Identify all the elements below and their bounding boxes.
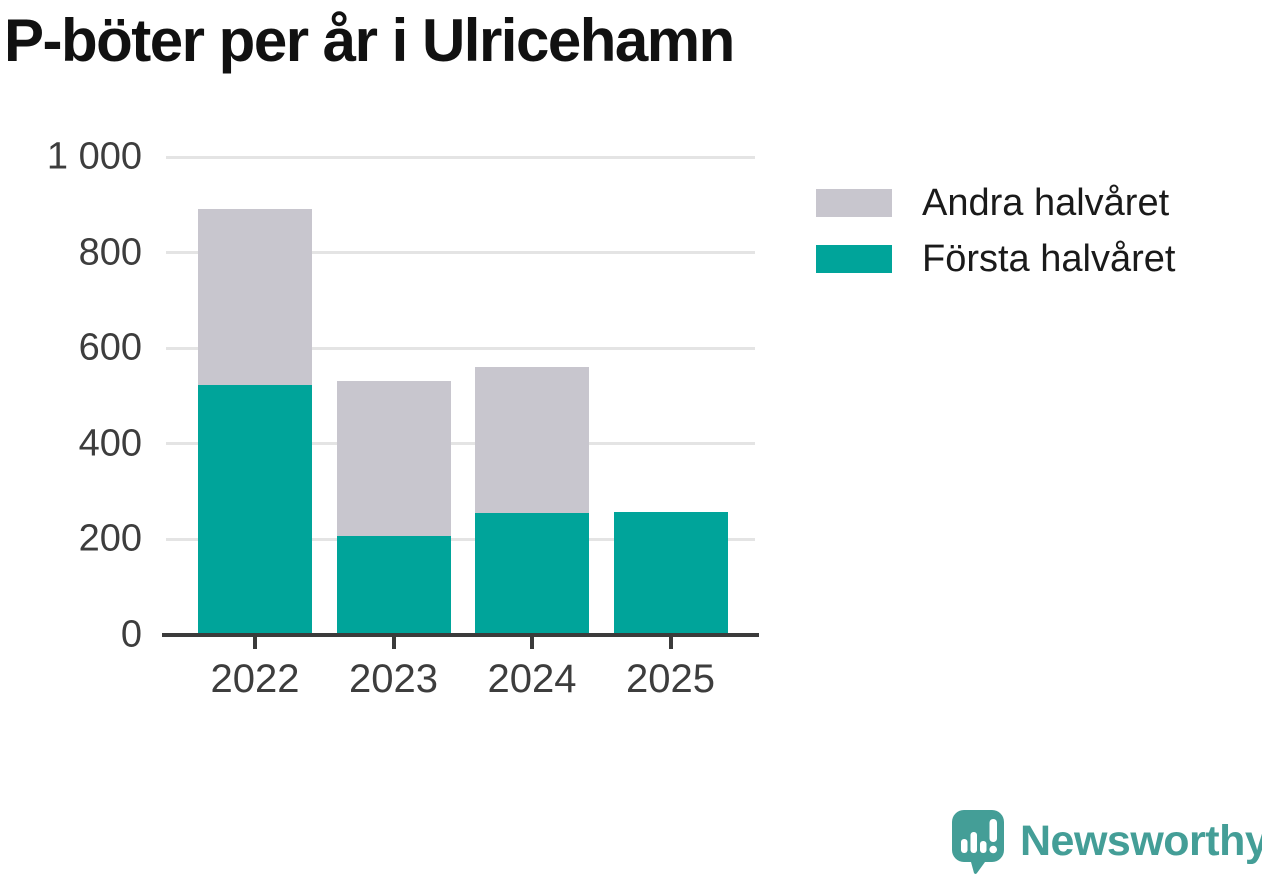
y-tick-label-600: 600 [78, 326, 142, 369]
y-tick-label-200: 200 [78, 517, 142, 560]
x-tick-2022 [253, 637, 257, 649]
legend-item-first-half: Första halvåret [816, 238, 1175, 280]
gridline-200 [166, 537, 755, 541]
newsworthy-logo-text: Newsworthy [1020, 816, 1262, 865]
legend-swatch [816, 189, 892, 217]
y-tick-label-1000: 1 000 [46, 135, 142, 178]
y-axis-labels: 0 200 400 600 800 1 000 [10, 136, 142, 656]
y-tick-label-0: 0 [120, 613, 142, 656]
y-tick-label-400: 400 [78, 422, 142, 465]
legend-label: Andra halvåret [922, 181, 1170, 224]
x-axis-labels: 2022 2023 2024 2025 [166, 657, 755, 707]
gridline-1000 [166, 155, 755, 159]
x-tick-label-2025: 2025 [626, 657, 715, 701]
legend: Andra halvåret Första halvåret [816, 182, 1175, 300]
newsworthy-logo-icon [950, 808, 1006, 874]
bar-2024-second-half [475, 367, 589, 514]
chart-title: P-böter per år i Ulricehamn [4, 7, 735, 74]
x-tick-2023 [391, 637, 396, 649]
bar-2025-first-half [613, 512, 728, 635]
x-axis-line [162, 633, 759, 637]
plot-area [162, 155, 759, 649]
bar-2023-second-half [336, 380, 451, 537]
bar-2022-second-half [198, 208, 312, 386]
newsworthy-logo: Newsworthy [950, 808, 1262, 874]
x-tick-2025 [668, 637, 673, 649]
x-tick-label-2024: 2024 [487, 657, 577, 701]
y-tick-label-800: 800 [78, 231, 142, 274]
x-tick-label-2022: 2022 [210, 657, 300, 701]
gridline-400 [166, 442, 755, 446]
bar-2022-first-half [198, 385, 312, 635]
legend-label: Första halvåret [922, 237, 1176, 280]
legend-swatch [816, 245, 892, 273]
gridline-800 [166, 251, 755, 255]
gridline-600 [166, 346, 755, 350]
legend-item-second-half: Andra halvåret [816, 182, 1175, 224]
x-tick-label-2023: 2023 [349, 657, 438, 701]
bar-2024-first-half [475, 513, 589, 635]
bar-2023-first-half [336, 536, 451, 635]
x-tick-2024 [530, 637, 534, 649]
